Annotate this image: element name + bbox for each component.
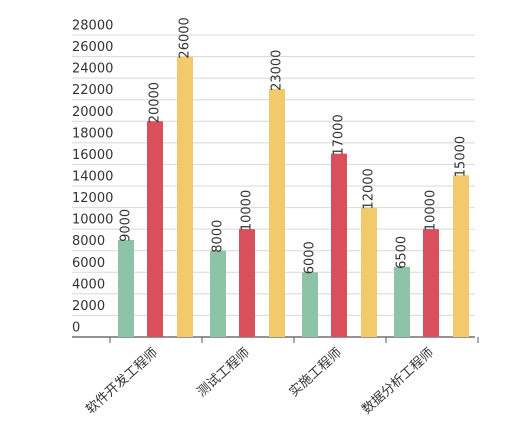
- y-tick-label: 20000: [72, 105, 113, 120]
- y-tick-label: 0: [72, 321, 80, 336]
- value-label: 23000: [270, 50, 285, 91]
- x-tick-label: 数据分析工程师: [359, 345, 437, 417]
- bar: [210, 250, 226, 337]
- bar: [269, 88, 285, 337]
- y-tick-label: 16000: [72, 148, 113, 163]
- bar: [394, 266, 410, 337]
- y-tick-label: 12000: [72, 191, 113, 206]
- y-tick-label: 6000: [72, 256, 105, 271]
- x-tick-label: 测试工程师: [195, 345, 253, 400]
- bar: [177, 56, 193, 337]
- x-tick-label: 实施工程师: [287, 345, 345, 400]
- value-label: 9000: [119, 209, 134, 242]
- bar: [331, 153, 347, 337]
- bar: [361, 207, 377, 337]
- y-tick-label: 24000: [72, 62, 113, 77]
- y-tick-label: 22000: [72, 83, 113, 98]
- y-tick-label: 2000: [72, 299, 105, 314]
- bar: [453, 175, 469, 337]
- value-label: 12000: [362, 168, 377, 209]
- value-label: 26000: [178, 17, 193, 58]
- bar: [118, 239, 134, 337]
- bar: [239, 229, 255, 337]
- value-label: 10000: [424, 190, 439, 231]
- y-tick-label: 8000: [72, 234, 105, 249]
- y-tick-label: 14000: [72, 170, 113, 185]
- value-label: 10000: [240, 190, 255, 231]
- value-label: 20000: [148, 82, 163, 123]
- y-tick-label: 26000: [72, 40, 113, 55]
- value-label: 8000: [211, 220, 226, 253]
- value-label: 17000: [332, 114, 347, 155]
- y-tick-label: 4000: [72, 277, 105, 292]
- y-tick-label: 28000: [72, 19, 113, 34]
- y-tick-label: 18000: [72, 126, 113, 141]
- y-tick-label: 10000: [72, 213, 113, 228]
- x-tick-label: 软件开发工程师: [83, 345, 161, 418]
- bar: [147, 121, 163, 338]
- bar: [423, 229, 439, 337]
- bar: [302, 272, 318, 337]
- value-label: 15000: [454, 136, 469, 177]
- value-label: 6000: [303, 241, 318, 274]
- value-label: 6500: [395, 236, 410, 269]
